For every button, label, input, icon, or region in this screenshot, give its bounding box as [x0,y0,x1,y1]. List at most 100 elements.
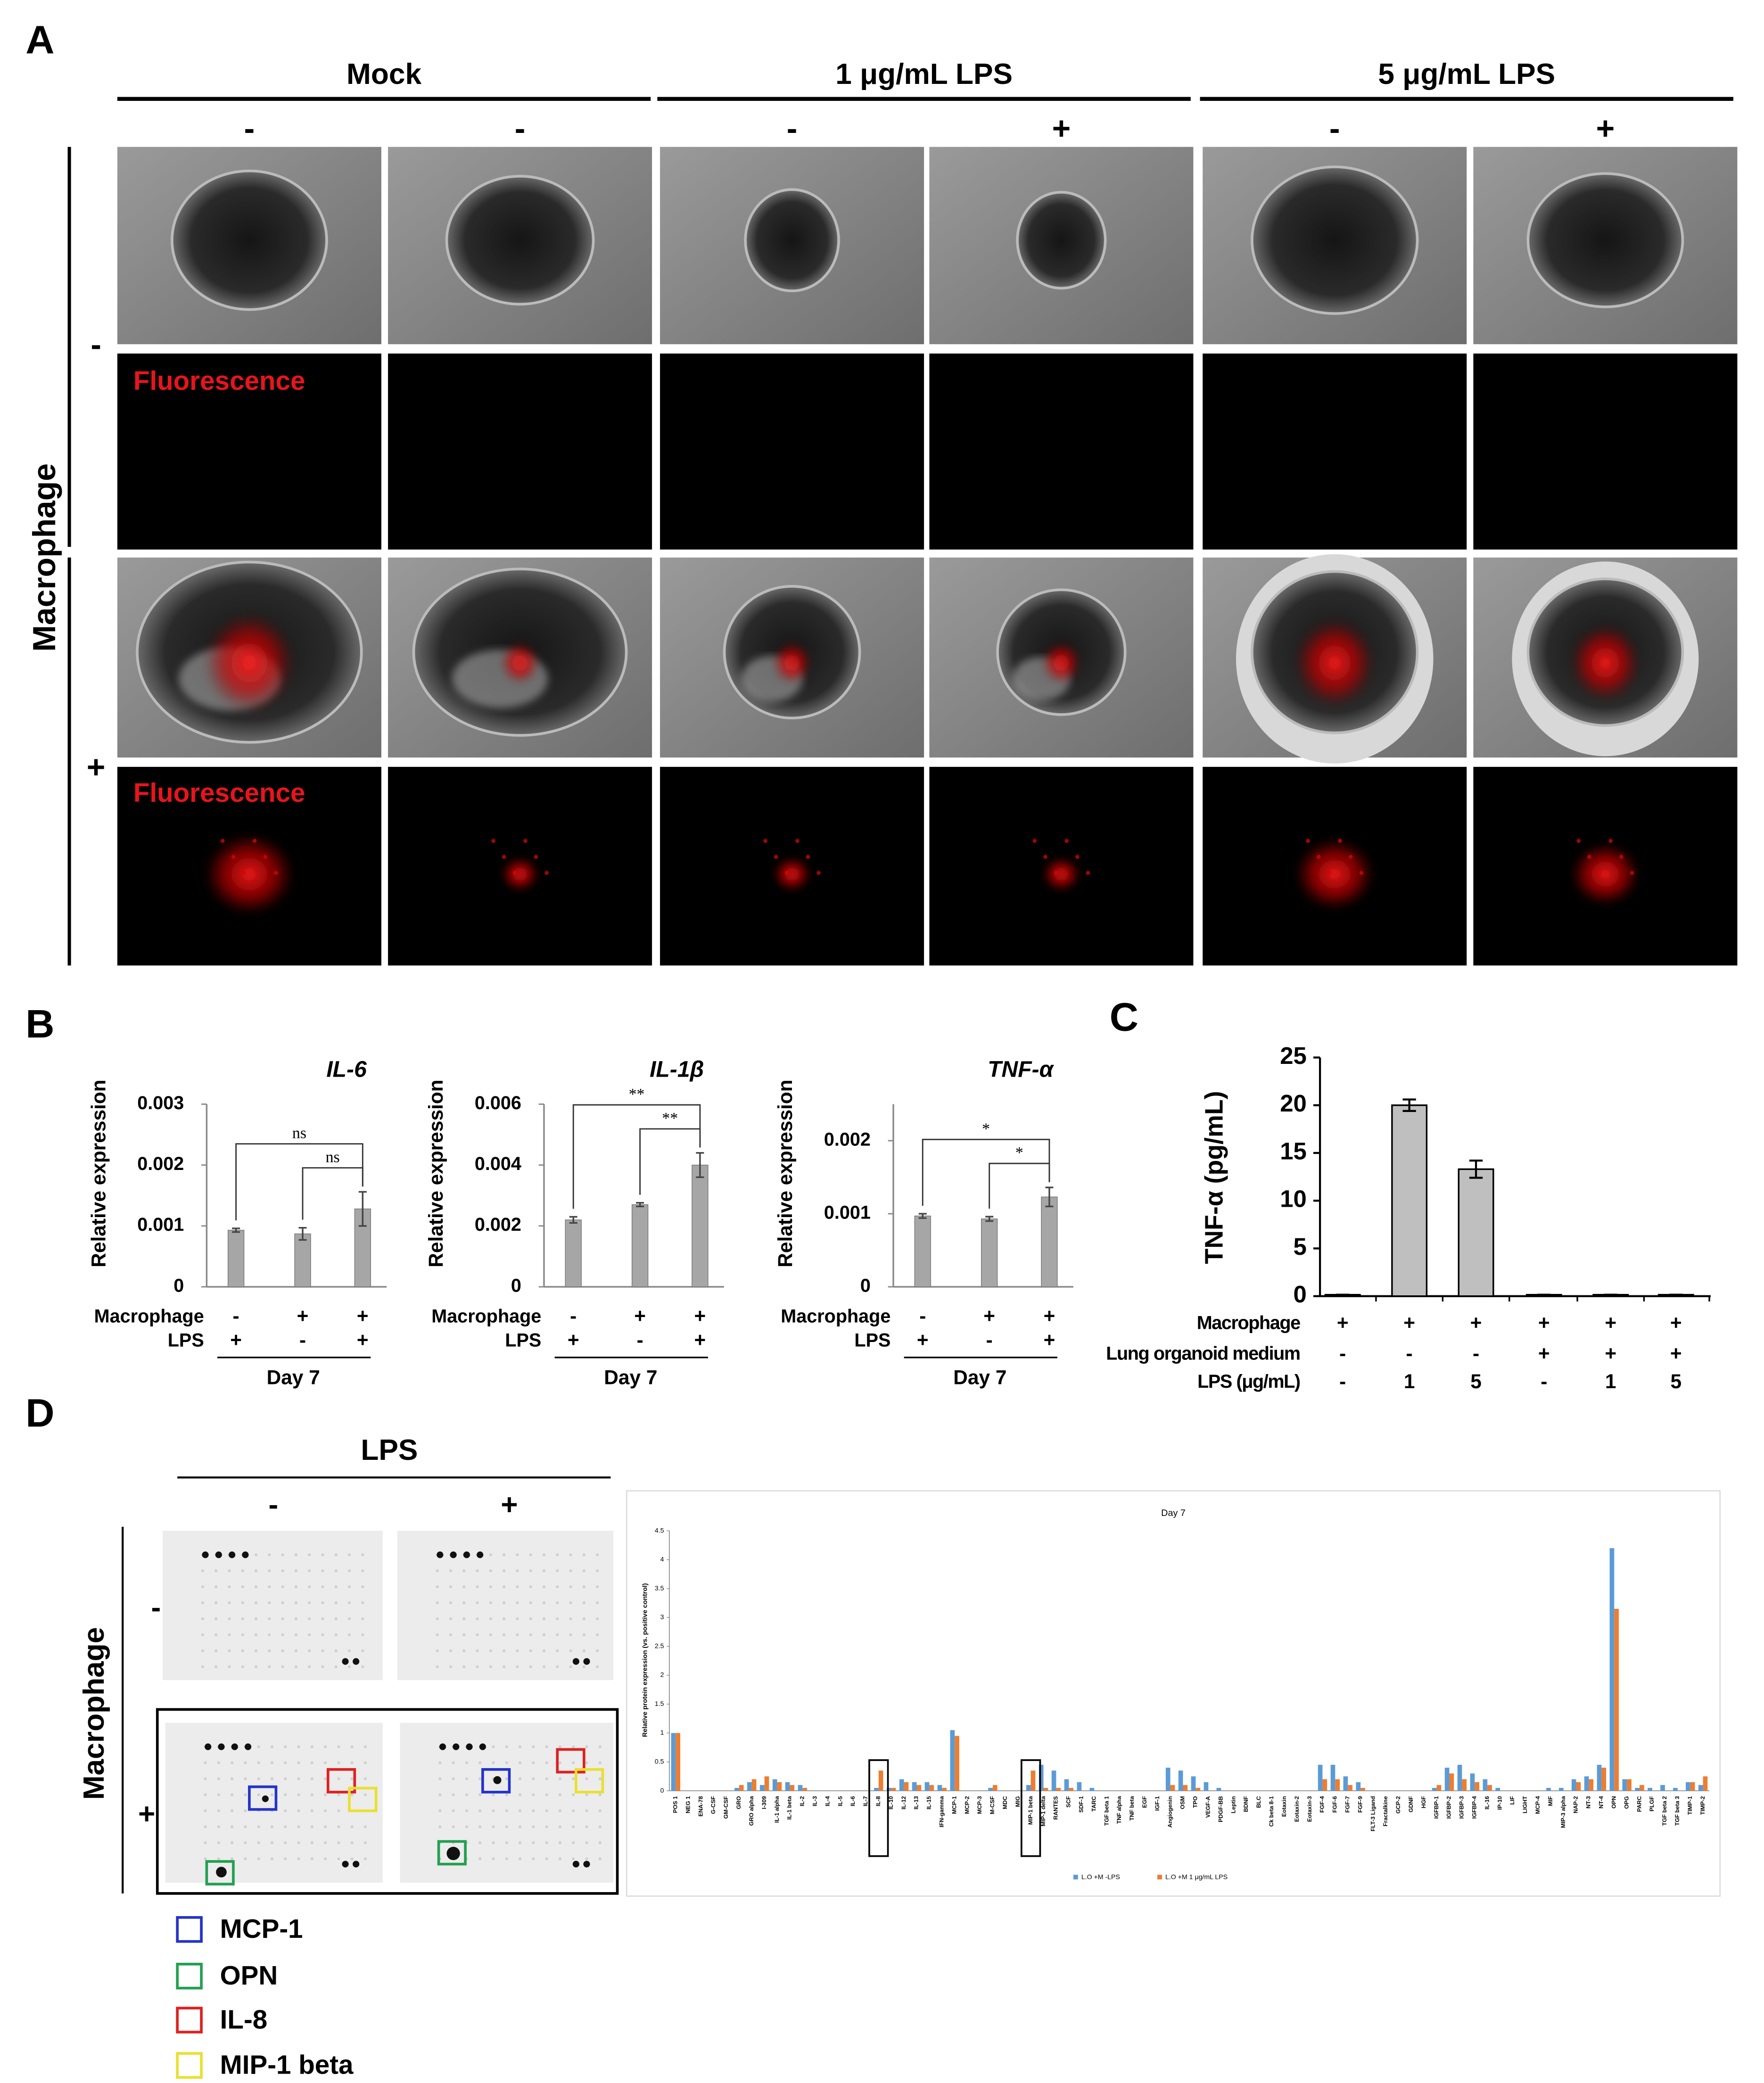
x-tick-label: MIP-1 beta [1027,1796,1034,1825]
micrograph [117,557,381,758]
x-tick-label: OPN [1610,1796,1617,1808]
faint-spot [217,1777,220,1780]
x-tick-label: IL-3 [811,1796,818,1806]
control-spot [572,1658,579,1665]
faint-spot [436,1617,439,1621]
faint-spot [462,1585,466,1589]
control-spot [583,1861,590,1868]
faint-spot [244,1809,247,1812]
faint-spot [257,1841,260,1844]
x-tick-label: LIF [1509,1796,1516,1804]
faint-spot [462,1633,466,1636]
bar [798,1785,803,1791]
faint-spot [324,1777,327,1780]
bar [1597,1764,1602,1791]
row-sign: - [1541,1370,1547,1392]
row-sign: + [694,1329,706,1351]
faint-spot [519,1857,521,1861]
faint-spot [334,1585,338,1589]
faint-spot [244,1793,247,1796]
faint-spot [337,1761,340,1764]
bar [1039,1764,1044,1791]
faint-spot [255,1601,257,1605]
faint-spot [559,1793,561,1796]
faint-spot [489,1553,492,1556]
faint-spot [543,1665,545,1668]
red-signal [204,833,295,915]
x-tick-label: EGF [1141,1796,1148,1808]
panel-label: A [25,17,54,62]
micrograph [929,354,1194,550]
row-sign: + [568,1329,579,1351]
faint-spot [569,1633,572,1636]
faint-spot [228,1649,231,1652]
faint-spot [556,1569,559,1573]
faint-spot [348,1633,351,1636]
x-tick-label: Eotaxin [1281,1796,1287,1817]
faint-spot [334,1633,338,1636]
row-sign: + [1403,1311,1415,1334]
faint-spot [295,1553,297,1556]
significance-label: ** [662,1110,678,1127]
faint-spot [545,1809,548,1812]
control-spot [342,1658,349,1665]
faint-spot [364,1841,367,1844]
faint-spot [348,1553,351,1556]
bar [924,1782,930,1791]
spot [262,1795,269,1803]
blot-frame [156,1708,619,1895]
bar [747,1782,752,1791]
red-speck [1598,871,1602,875]
faint-spot [337,1825,340,1828]
faint-spot [583,1649,585,1652]
red-speck [1359,871,1364,875]
faint-spot [545,1857,548,1861]
faint-spot [543,1633,545,1636]
x-axis-label: Day 7 [953,1366,1006,1388]
faint-spot [438,1809,442,1812]
faint-spot [284,1809,287,1812]
faint-spot [543,1617,545,1621]
bar [1216,1787,1221,1791]
x-tick-label: IL-2 [799,1796,806,1806]
faint-spot [569,1569,572,1573]
faint-spot [532,1809,535,1812]
control-spot [242,1551,249,1558]
chart-title: IL-1β [650,1056,704,1082]
faint-spot [529,1649,532,1652]
faint-spot [271,1857,273,1861]
significance-label: * [982,1120,990,1137]
faint-spot [271,1761,273,1764]
organoid [445,175,595,306]
faint-spot [505,1745,508,1748]
faint-spot [585,1841,588,1844]
faint-spot [585,1793,588,1796]
faint-spot [297,1825,300,1828]
red-speck [774,855,778,859]
red-speck [491,839,495,843]
array-blot [165,1722,383,1883]
x-tick-label: IL-12 [900,1796,907,1810]
row-sign: + [694,1305,706,1327]
faint-spot [596,1617,599,1621]
x-tick-label: TGF beta 3 [1674,1796,1681,1826]
legend-label: L.O +M 1 μg/mL LPS [1165,1873,1228,1881]
faint-spot [214,1633,218,1636]
group-header: LPS [361,1434,418,1466]
x-tick-label: M-CSF [989,1796,996,1814]
spot-box [437,1840,467,1866]
bar [1391,1104,1428,1297]
faint-spot [492,1745,495,1748]
array-blot [397,1531,614,1680]
micrograph-bg [660,354,924,550]
bar [1051,1770,1056,1791]
micrograph [660,766,924,966]
x-tick-label: NAP-2 [1573,1796,1579,1813]
faint-spot [281,1665,284,1668]
bar [1318,1764,1323,1791]
x-tick-label: ENA-78 [697,1796,704,1816]
organoid [171,169,328,311]
x-tick-label: TNF beta [1129,1796,1135,1820]
x-tick-label: TGF beta 1 [1103,1796,1110,1826]
